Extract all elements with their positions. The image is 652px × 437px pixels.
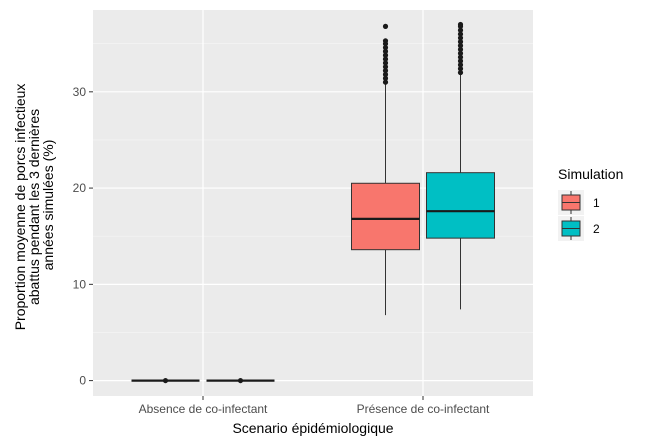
- outlier-point: [457, 39, 464, 45]
- legend-item-1: 1: [558, 190, 600, 215]
- outlier-point: [162, 377, 169, 384]
- outlier-point: [382, 79, 389, 85]
- box-2-0: [206, 377, 275, 384]
- outlier-point: [457, 21, 464, 28]
- outlier-point: [457, 66, 464, 72]
- x-axis-title: Scenario épidémiologique: [232, 420, 393, 436]
- x-tick-label: Présence de co-infectant: [357, 402, 490, 416]
- outlier-point: [382, 71, 389, 78]
- outlier-point: [382, 38, 389, 44]
- box-1-1: [351, 23, 420, 316]
- minor-gridlines: [93, 43, 533, 333]
- outlier-point: [382, 60, 389, 66]
- y-axis-title-line-3: années simulées (%): [40, 140, 56, 271]
- outlier-point: [457, 62, 464, 68]
- outlier-point: [457, 46, 464, 53]
- box-body: [351, 182, 420, 251]
- outlier-point: [382, 68, 389, 74]
- outlier-point: [457, 58, 464, 64]
- box-1-0: [131, 377, 200, 384]
- outlier-point: [457, 50, 464, 56]
- box-2-1: [426, 21, 495, 310]
- outlier-point: [382, 48, 389, 54]
- outlier-point: [382, 56, 389, 62]
- x-axis-ticks: Absence de co-infectant Présence de co-in…: [139, 396, 490, 416]
- outlier-point: [382, 44, 389, 51]
- y-axis-title-line-1: Proportion moyenne de porcs infectieux: [12, 84, 28, 331]
- outlier-point: [457, 27, 464, 33]
- y-tick-label: 30: [73, 85, 87, 99]
- outlier-point: [237, 377, 244, 384]
- y-tick-label: 10: [73, 277, 87, 291]
- outlier-point: [382, 52, 389, 58]
- outlier-point: [457, 69, 464, 76]
- outlier-point: [382, 23, 389, 29]
- box-group: [131, 21, 495, 384]
- y-axis-ticks: 0 10 20 30: [73, 85, 93, 388]
- outlier-point: [457, 43, 464, 49]
- y-axis-title: Proportion moyenne de porcs infectieux a…: [12, 80, 56, 331]
- outlier-point: [457, 54, 464, 60]
- outlier-point: [457, 31, 464, 37]
- box-body: [426, 172, 495, 239]
- outlier-point: [382, 64, 389, 70]
- legend-title: Simulation: [558, 166, 623, 182]
- x-tick-label: Absence de co-infectant: [139, 402, 268, 416]
- legend-label: 1: [593, 196, 600, 210]
- outlier-point: [382, 75, 389, 81]
- legend: Simulation 1 2: [558, 166, 623, 241]
- legend-item-2: 2: [558, 216, 600, 241]
- y-tick-label: 20: [73, 181, 87, 195]
- y-tick-label: 0: [79, 374, 86, 388]
- y-axis-title-line-2: abattus pendant les 3 dernières: [26, 109, 42, 305]
- legend-label: 2: [593, 222, 600, 236]
- outlier-point: [457, 35, 464, 41]
